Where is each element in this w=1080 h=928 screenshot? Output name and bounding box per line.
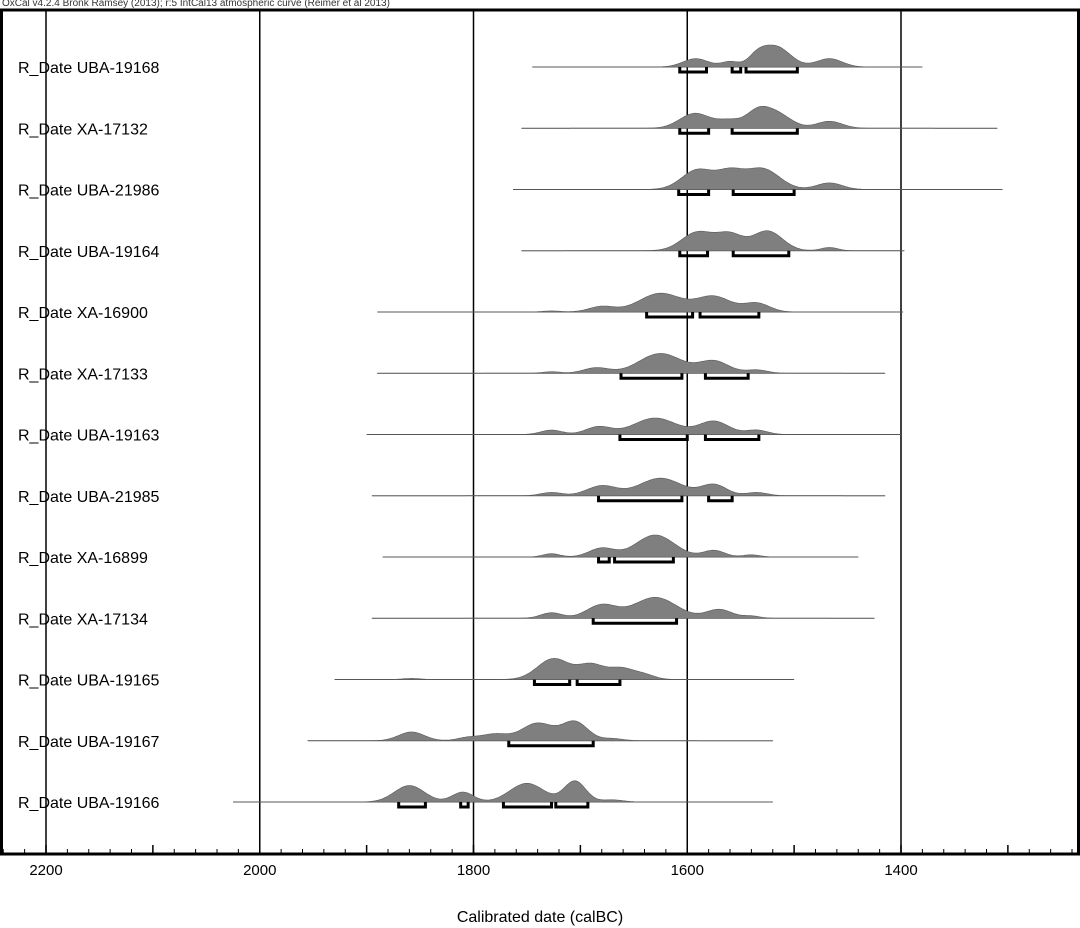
x-tick-label: 2000	[243, 862, 276, 879]
series-label: R_Date UBA-19166	[18, 795, 160, 812]
hpd-bracket	[731, 189, 796, 196]
probability-distribution	[377, 292, 904, 313]
probability-distribution	[521, 230, 905, 252]
series-row: R_Date XA-17133	[18, 353, 886, 383]
gridlines	[45, 10, 902, 854]
hpd-bracket	[730, 67, 743, 74]
hpd-bracket	[677, 189, 711, 196]
x-tick-label: 1400	[884, 862, 917, 879]
series-label: R_Date UBA-19165	[18, 673, 160, 690]
hpd-bracket	[678, 128, 711, 135]
series-row: R_Date UBA-19164	[18, 230, 905, 261]
series-row: R_Date UBA-21986	[18, 167, 1003, 200]
hpd-bracket	[698, 312, 761, 319]
x-axis: 2200 2000 1800 1600 1400	[2, 845, 1073, 879]
x-tick-label: 1600	[671, 862, 704, 879]
header-note: OxCal v4.2.4 Bronk Ramsey (2013); r:5 In…	[2, 0, 390, 9]
series-label: R_Date XA-17134	[18, 611, 148, 628]
hpd-bracket	[744, 67, 799, 74]
series-label: R_Date UBA-19168	[18, 60, 160, 77]
hpd-bracket	[554, 802, 590, 809]
hpd-bracket	[678, 67, 708, 74]
hpd-bracket	[703, 434, 761, 441]
hpd-bracket	[730, 128, 799, 135]
x-tick-label: 2200	[29, 862, 62, 879]
series-row: R_Date UBA-21985	[18, 477, 886, 506]
hpd-bracket	[619, 373, 684, 380]
series-label: R_Date XA-17133	[18, 366, 148, 383]
series-label: R_Date UBA-21986	[18, 183, 160, 200]
hpd-bracket	[731, 250, 791, 258]
hpd-bracket	[397, 802, 427, 809]
hpd-bracket	[618, 434, 689, 441]
series-row: R_Date UBA-19166	[18, 780, 773, 812]
hpd-bracket	[575, 679, 622, 686]
hpd-bracket	[707, 495, 734, 503]
probability-distribution	[371, 597, 875, 619]
series-row: R_Date XA-17134	[18, 597, 875, 628]
hpd-bracket	[507, 740, 595, 748]
probability-distribution	[382, 534, 859, 558]
probability-distribution	[377, 353, 886, 374]
hpd-bracket	[613, 557, 675, 564]
series-row: R_Date UBA-19165	[18, 658, 795, 690]
probability-distribution	[371, 477, 886, 497]
series-label: R_Date XA-16900	[18, 305, 148, 322]
series-label: R_Date XA-17132	[18, 121, 148, 138]
probability-distribution	[513, 167, 1003, 190]
series-row: R_Date XA-17132	[18, 106, 998, 138]
series-row: R_Date XA-16900	[18, 292, 904, 322]
probability-distribution	[334, 658, 795, 680]
probability-distribution	[233, 780, 773, 803]
x-axis-title: Calibrated date (calBC)	[457, 909, 623, 926]
hpd-bracket	[678, 250, 710, 258]
series-label: R_Date UBA-21985	[18, 489, 160, 506]
series-row: R_Date UBA-19168	[18, 44, 923, 77]
hpd-bracket	[597, 557, 611, 564]
x-tick-label: 1800	[457, 862, 490, 879]
series-row: R_Date UBA-19167	[18, 720, 774, 751]
series-label: R_Date XA-16899	[18, 550, 148, 567]
hpd-bracket	[597, 495, 684, 503]
probability-distribution	[532, 44, 923, 68]
hpd-bracket	[591, 618, 679, 625]
series-label: R_Date UBA-19164	[18, 244, 160, 261]
probability-distribution	[521, 106, 998, 129]
probability-distribution	[366, 417, 901, 435]
series-label: R_Date UBA-19167	[18, 734, 160, 751]
hpd-bracket	[501, 802, 554, 809]
hpd-bracket	[703, 373, 750, 380]
probability-distribution	[307, 720, 774, 742]
hpd-bracket	[532, 679, 572, 686]
hpd-bracket	[459, 802, 470, 809]
series-label: R_Date UBA-19163	[18, 428, 160, 445]
hpd-bracket	[645, 312, 695, 319]
series-row: R_Date UBA-19163	[18, 417, 901, 445]
series-row: R_Date XA-16899	[18, 534, 859, 567]
series-layer: R_Date UBA-19168 R_Date XA-17132 R_Date UB…	[18, 44, 1003, 812]
